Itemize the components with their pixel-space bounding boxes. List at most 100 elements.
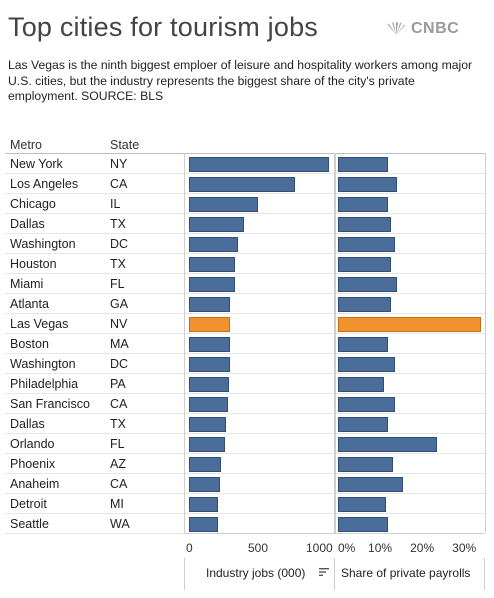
row-divider [5, 273, 485, 274]
share-bar[interactable] [338, 476, 404, 492]
axis-title-divider-right [484, 558, 485, 590]
share-bar[interactable] [338, 216, 391, 232]
jobs-bar[interactable] [189, 396, 229, 412]
row-divider [5, 433, 485, 434]
row-divider [5, 493, 485, 494]
state-label: MI [110, 497, 124, 511]
jobs-bar[interactable] [189, 476, 220, 492]
state-label: CA [110, 397, 128, 411]
header-divider [5, 153, 485, 154]
table-row: Detroit MI [5, 494, 485, 514]
metro-label: Detroit [10, 497, 47, 511]
jobs-tick-label: 1000 [306, 541, 333, 555]
metro-label: Houston [10, 257, 57, 271]
share-bar[interactable] [338, 336, 389, 352]
row-divider [5, 293, 485, 294]
peacock-icon [387, 22, 405, 35]
metro-label: Washington [10, 237, 76, 251]
state-column-header: State [110, 138, 140, 152]
metro-label: Miami [10, 277, 44, 291]
x-axis-line [184, 533, 485, 534]
share-bar[interactable] [338, 356, 395, 372]
row-divider [5, 233, 485, 234]
metro-label: New York [10, 157, 63, 171]
jobs-axis-title: Industry jobs (000) [206, 566, 306, 580]
share-tick-label: 10% [368, 541, 393, 555]
share-bar[interactable] [338, 276, 397, 292]
table-row: Dallas TX [5, 214, 485, 234]
metro-label: Dallas [10, 217, 45, 231]
state-label: DC [110, 237, 129, 251]
jobs-bar[interactable] [189, 316, 230, 332]
share-bar[interactable] [338, 516, 389, 532]
table-row: Chicago IL [5, 194, 485, 214]
state-label: TX [110, 417, 126, 431]
share-bar[interactable] [338, 176, 397, 192]
jobs-bar[interactable] [189, 296, 231, 312]
jobs-bar[interactable] [189, 216, 244, 232]
jobs-bar[interactable] [189, 176, 295, 192]
brand-logo: CNBC [385, 20, 459, 38]
metro-label: Washington [10, 357, 76, 371]
sort-descending-icon[interactable] [319, 567, 329, 577]
jobs-bar[interactable] [189, 336, 230, 352]
metro-label: San Francisco [10, 397, 90, 411]
share-bar[interactable] [338, 156, 389, 172]
share-bar[interactable] [338, 256, 391, 272]
chart-subtitle: Las Vegas is the ninth biggest emploer o… [8, 58, 473, 103]
jobs-bar[interactable] [189, 356, 230, 372]
row-divider [5, 393, 485, 394]
jobs-bar[interactable] [189, 276, 235, 292]
jobs-tick-label: 500 [248, 541, 269, 555]
jobs-bar[interactable] [189, 496, 219, 512]
brand-name: CNBC [411, 20, 460, 37]
row-divider [5, 453, 485, 454]
metro-label: Atlanta [10, 297, 49, 311]
jobs-bar[interactable] [189, 516, 218, 532]
table-row: Los Angeles CA [5, 174, 485, 194]
share-bar[interactable] [338, 316, 481, 332]
row-divider [5, 313, 485, 314]
jobs-bar[interactable] [189, 376, 229, 392]
jobs-bar[interactable] [189, 196, 259, 212]
metro-label: Chicago [10, 197, 56, 211]
jobs-bar[interactable] [189, 156, 329, 172]
jobs-bar[interactable] [189, 456, 222, 472]
share-bar[interactable] [338, 436, 437, 452]
share-bar[interactable] [338, 376, 385, 392]
state-label: CA [110, 477, 128, 491]
state-label: NV [110, 317, 128, 331]
state-label: NY [110, 157, 128, 171]
jobs-tick-label: 0 [186, 541, 193, 555]
jobs-bar[interactable] [189, 256, 236, 272]
row-divider [5, 353, 485, 354]
table-row: Anaheim CA [5, 474, 485, 494]
jobs-bar[interactable] [189, 436, 226, 452]
metro-label: Phoenix [10, 457, 56, 471]
state-label: TX [110, 217, 126, 231]
share-bar[interactable] [338, 456, 393, 472]
row-divider [5, 373, 485, 374]
share-bar[interactable] [338, 496, 387, 512]
row-divider [5, 173, 485, 174]
state-label: CA [110, 177, 128, 191]
share-bar[interactable] [338, 396, 395, 412]
table-row: Dallas TX [5, 414, 485, 434]
share-tick-label: 30% [452, 541, 477, 555]
jobs-bar[interactable] [189, 416, 227, 432]
jobs-bar[interactable] [189, 236, 238, 252]
share-bar[interactable] [338, 296, 391, 312]
share-axis-title: Share of private payrolls [341, 566, 471, 580]
share-bar[interactable] [338, 416, 389, 432]
state-label: AZ [110, 457, 126, 471]
row-divider [5, 253, 485, 254]
metro-label: Seattle [10, 517, 49, 531]
row-divider [5, 513, 485, 514]
metro-label: Las Vegas [10, 317, 69, 331]
table-row: San Francisco CA [5, 394, 485, 414]
share-bar[interactable] [338, 236, 395, 252]
state-label: DC [110, 357, 129, 371]
state-label: WA [110, 517, 130, 531]
metro-label: Dallas [10, 417, 45, 431]
share-bar[interactable] [338, 196, 389, 212]
